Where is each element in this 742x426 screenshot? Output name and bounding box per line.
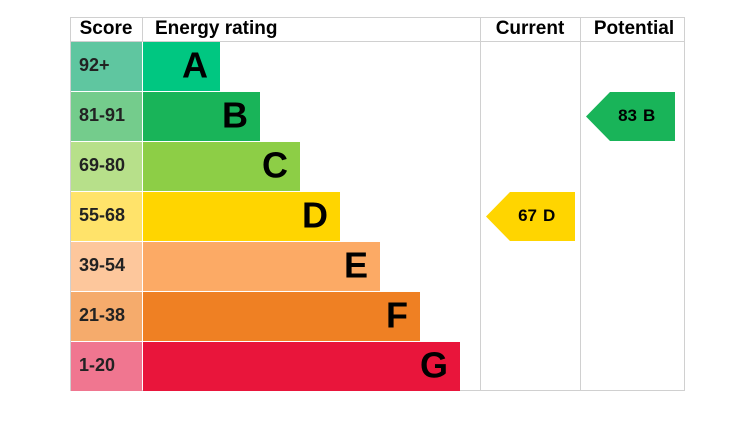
score-cell (71, 192, 142, 241)
score-label: 69-80 (79, 155, 125, 175)
rating-bar (143, 92, 260, 141)
header-potential: Potential (594, 18, 674, 39)
score-cell (71, 142, 142, 191)
band-letter: A (182, 45, 208, 86)
band-letter: D (302, 195, 328, 236)
current-arrow (486, 192, 575, 241)
current-value: 67 (518, 206, 537, 225)
rating-bar (143, 242, 380, 291)
score-label: 81-91 (79, 105, 125, 125)
score-cell (71, 42, 142, 91)
score-label: 55-68 (79, 205, 125, 225)
score-label: 92+ (79, 55, 110, 75)
band-letter: G (420, 345, 448, 386)
potential-band: B (643, 106, 655, 125)
rating-bar (143, 192, 340, 241)
score-cell (71, 242, 142, 291)
current-band: D (543, 206, 555, 225)
rating-bar (143, 292, 420, 341)
header-current: Current (496, 18, 565, 39)
header-score: Score (80, 18, 133, 39)
rating-bar (143, 142, 300, 191)
header-rating: Energy rating (155, 18, 277, 39)
band-letter: F (386, 295, 408, 336)
score-cell (71, 342, 142, 391)
rating-bar (143, 342, 460, 391)
score-label: 1-20 (79, 355, 115, 375)
score-label: 39-54 (79, 255, 125, 275)
score-cell (71, 92, 142, 141)
rating-bar (143, 42, 220, 91)
potential-arrow (586, 92, 675, 141)
band-letter: B (222, 95, 248, 136)
potential-value: 83 (618, 106, 637, 125)
score-label: 21-38 (79, 305, 125, 325)
score-cell (71, 292, 142, 341)
band-letter: C (262, 145, 288, 186)
band-letter: E (344, 245, 368, 286)
